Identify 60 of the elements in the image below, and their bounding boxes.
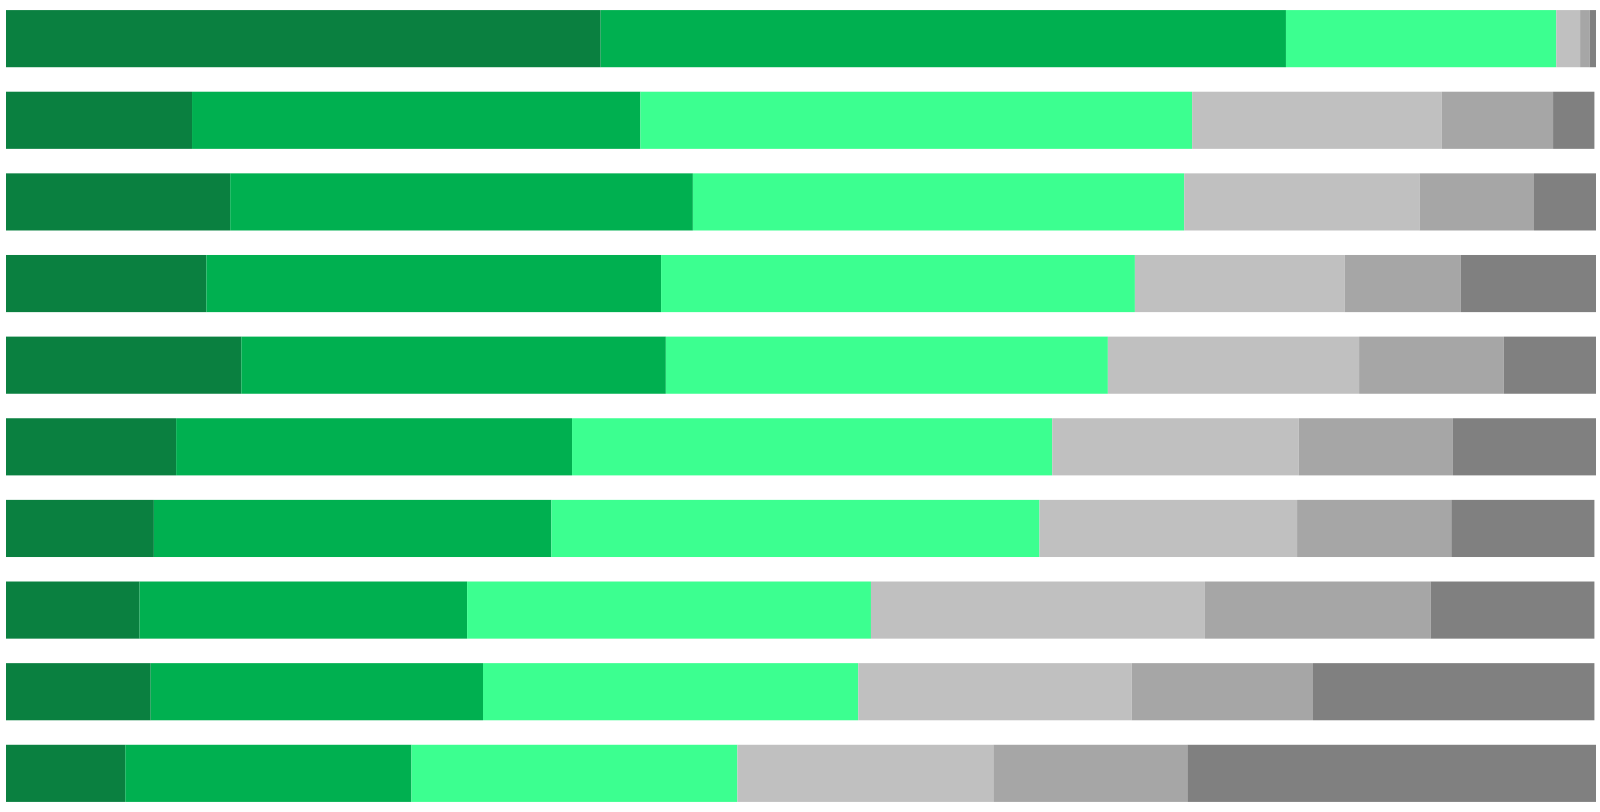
bar (1419, 173, 1534, 231)
bar (467, 581, 871, 639)
bar (6, 499, 154, 558)
bar (1460, 254, 1596, 313)
bar (1344, 254, 1461, 313)
bar (6, 336, 242, 394)
bar (640, 91, 1193, 149)
bar (1503, 336, 1596, 394)
bar (6, 418, 177, 476)
bar (1052, 418, 1299, 476)
bar (1134, 254, 1345, 313)
bar (551, 499, 1040, 558)
bar (6, 581, 140, 639)
bar (6, 744, 126, 802)
bar (241, 336, 666, 394)
bar (1107, 336, 1360, 394)
bar (192, 91, 641, 149)
bar (1580, 10, 1590, 68)
bar (858, 663, 1132, 721)
bar (1441, 91, 1554, 149)
bar (206, 254, 662, 313)
bar (737, 744, 994, 802)
bar (1184, 173, 1420, 231)
bar (1298, 418, 1453, 476)
bar (1204, 581, 1431, 639)
bar (176, 418, 573, 476)
bar (1192, 91, 1442, 149)
bar (870, 581, 1205, 639)
bar (139, 581, 468, 639)
bar (6, 173, 231, 231)
bar (1451, 499, 1595, 558)
bar (1452, 418, 1596, 476)
bar (1285, 10, 1557, 68)
bar (6, 663, 151, 721)
bar (483, 663, 859, 721)
bar (1187, 744, 1596, 802)
bar (1430, 581, 1595, 639)
bar (1589, 10, 1596, 68)
bar (230, 173, 693, 231)
bar (1359, 336, 1504, 394)
bar (1297, 499, 1452, 558)
bar (153, 499, 552, 558)
bar (1533, 173, 1596, 231)
bar (1039, 499, 1298, 558)
bar (692, 173, 1185, 231)
bar (1556, 10, 1581, 68)
bar (411, 744, 738, 802)
bar (6, 91, 193, 149)
bar (600, 10, 1286, 68)
bar (1312, 663, 1595, 721)
bar (1131, 663, 1313, 721)
bar (150, 663, 483, 721)
bar (6, 254, 207, 313)
bar (6, 10, 601, 68)
bar (125, 744, 412, 802)
bar (661, 254, 1135, 313)
bar (993, 744, 1188, 802)
bar (665, 336, 1108, 394)
bar (1553, 91, 1595, 149)
bar (572, 418, 1053, 476)
